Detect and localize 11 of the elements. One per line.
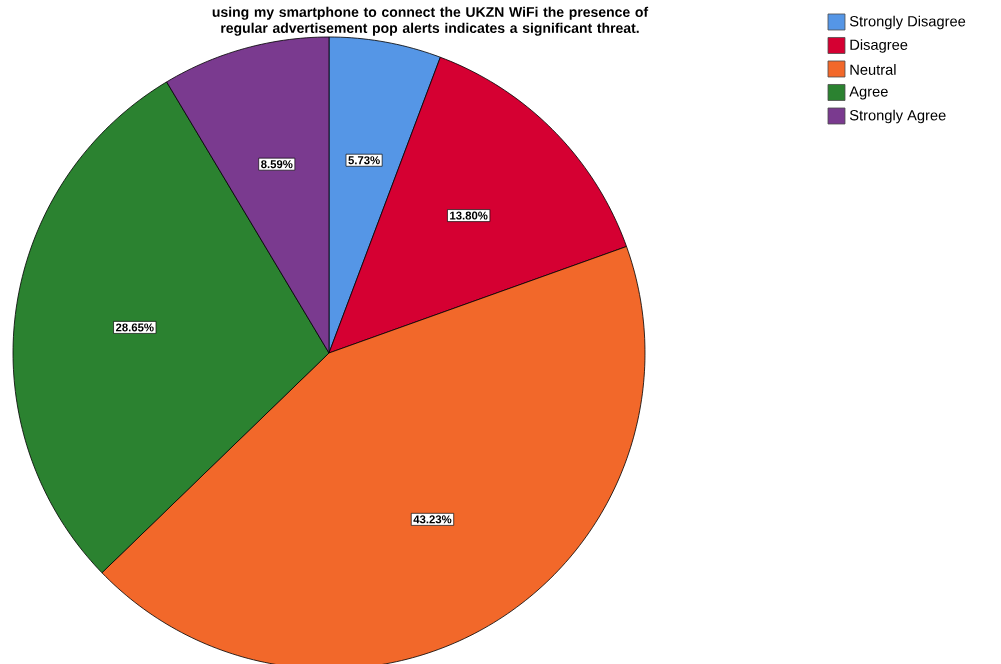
legend-label: Agree [849, 86, 888, 100]
data-label: 28.65% [115, 323, 154, 332]
data-label: 13.80% [450, 211, 488, 220]
data-label: 5.73% [348, 156, 380, 165]
chart-title: using my smartphone to connect the UKZN WiFi the presence of regular advertisement pop alerts indicates a significant threat. [212, 6, 649, 36]
data-label: 43.23% [413, 515, 452, 524]
legend-label: Strongly Disagree [849, 15, 966, 30]
legend-label: Disagree [850, 39, 908, 53]
legend-label: Neutral [850, 64, 896, 75]
data-label: 8.59% [261, 160, 293, 169]
legend-label: Strongly Agree [849, 109, 946, 124]
